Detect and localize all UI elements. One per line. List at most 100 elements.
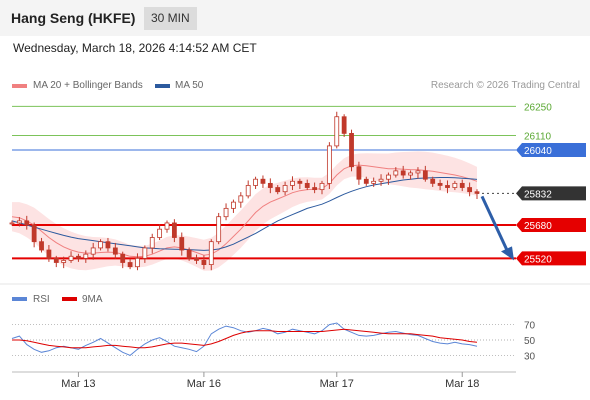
candle-body — [467, 187, 473, 193]
candle-body — [422, 170, 428, 180]
level-tag-26040 — [516, 143, 586, 158]
bollinger-band — [12, 151, 477, 271]
candle-body — [349, 132, 354, 168]
level-tag-25680 — [516, 218, 586, 233]
level-label-26110: 26110 — [524, 131, 552, 142]
candle-body — [445, 185, 450, 188]
legend-swatch-9ma — [62, 297, 77, 301]
candle-body — [260, 178, 266, 184]
candle-body — [326, 145, 332, 184]
rsi-line — [11, 322, 478, 356]
candle-body — [179, 237, 185, 251]
projection-arrow-head — [501, 246, 514, 261]
x-tick-label: Mar 16 — [187, 378, 221, 390]
candle-body — [371, 180, 377, 184]
candle-body — [112, 247, 118, 255]
candle-body — [474, 191, 480, 194]
legend-swatch-ma50 — [155, 84, 170, 88]
x-tick-label: Mar 18 — [445, 378, 479, 390]
candle-body — [90, 247, 96, 255]
candle-body — [216, 216, 222, 243]
candle-body — [282, 185, 288, 193]
rsi-tick-50: 50 — [524, 336, 536, 347]
candle-body — [290, 180, 295, 186]
timestamp: Wednesday, March 18, 2026 4:14:52 AM CET — [13, 41, 257, 55]
candle-body — [400, 170, 406, 176]
candle-body — [142, 247, 148, 259]
level-label-26250: 26250 — [524, 102, 552, 113]
candle-body — [194, 257, 199, 261]
x-tick-label: Mar 17 — [320, 378, 354, 390]
candle-body — [275, 187, 281, 193]
level-label-25832: 25832 — [524, 189, 552, 200]
candle-body — [31, 224, 37, 243]
candle-body — [430, 178, 436, 184]
credit-text: Research © 2026 Trading Central — [430, 80, 580, 91]
candle-body — [9, 222, 15, 225]
candle-body — [334, 116, 340, 147]
level-label-26040: 26040 — [524, 146, 552, 157]
ma50-line — [11, 177, 478, 251]
candle-body — [83, 253, 89, 259]
candle-body — [452, 182, 458, 188]
x-tick-label: Mar 13 — [61, 378, 95, 390]
legend-label-ma20: MA 20 + Bollinger Bands — [33, 80, 143, 91]
timeframe-badge[interactable]: 30 MIN — [144, 7, 197, 30]
level-tag-25832 — [516, 186, 586, 201]
candle-body — [157, 228, 163, 238]
rsi-tick-70: 70 — [524, 321, 536, 332]
candle-body — [253, 178, 258, 186]
candle-body — [231, 201, 236, 209]
candle-body — [68, 255, 74, 261]
candle-body — [16, 220, 22, 224]
level-label-25520: 25520 — [524, 254, 552, 265]
legend-label-9ma: 9MA — [82, 294, 103, 305]
candle-body — [171, 222, 177, 238]
candle-body — [223, 207, 229, 218]
candle-body — [76, 255, 81, 259]
candle-body — [127, 262, 133, 268]
candle-body — [164, 222, 170, 230]
candle-body — [341, 116, 347, 134]
candle-body — [386, 174, 391, 180]
candle-body — [415, 170, 421, 174]
legend-label-ma50: MA 50 — [175, 80, 204, 91]
rsi-tick-30: 30 — [524, 351, 536, 362]
candle-body — [53, 257, 59, 263]
chart-header: Hang Seng (HKFE) 30 MIN — [0, 0, 590, 36]
candle-body — [312, 187, 318, 191]
candle-body — [356, 166, 362, 180]
candle-body — [363, 178, 369, 184]
candle-body — [304, 182, 310, 188]
candle-body — [267, 182, 273, 188]
legend-label-rsi: RSI — [33, 294, 50, 305]
candle-body — [98, 241, 103, 249]
ma20-line — [11, 164, 478, 258]
candle-body — [378, 178, 384, 182]
candle-body — [120, 253, 126, 263]
candle-body — [437, 182, 443, 186]
candle-body — [245, 185, 251, 197]
candle-body — [149, 237, 155, 249]
candle-body — [105, 241, 111, 249]
candle-body — [46, 249, 52, 259]
legend-swatch-ma20 — [12, 84, 27, 88]
candle-body — [459, 182, 465, 188]
legend-swatch-rsi — [12, 297, 27, 301]
level-tag-25520 — [516, 251, 586, 266]
candle-body — [201, 260, 207, 265]
candle-body — [393, 170, 399, 176]
candle-body — [208, 241, 214, 265]
candle-body — [39, 241, 44, 251]
candle-body — [61, 260, 67, 263]
projection-arrow-shaft — [480, 195, 510, 253]
candle-body — [408, 172, 413, 176]
candle-body — [319, 182, 325, 191]
candle-body — [186, 249, 192, 259]
candle-body — [24, 220, 30, 226]
rsi-9ma-line — [12, 328, 478, 349]
level-label-25680: 25680 — [524, 221, 552, 232]
candle-body — [238, 195, 244, 203]
candle-body — [135, 257, 140, 268]
